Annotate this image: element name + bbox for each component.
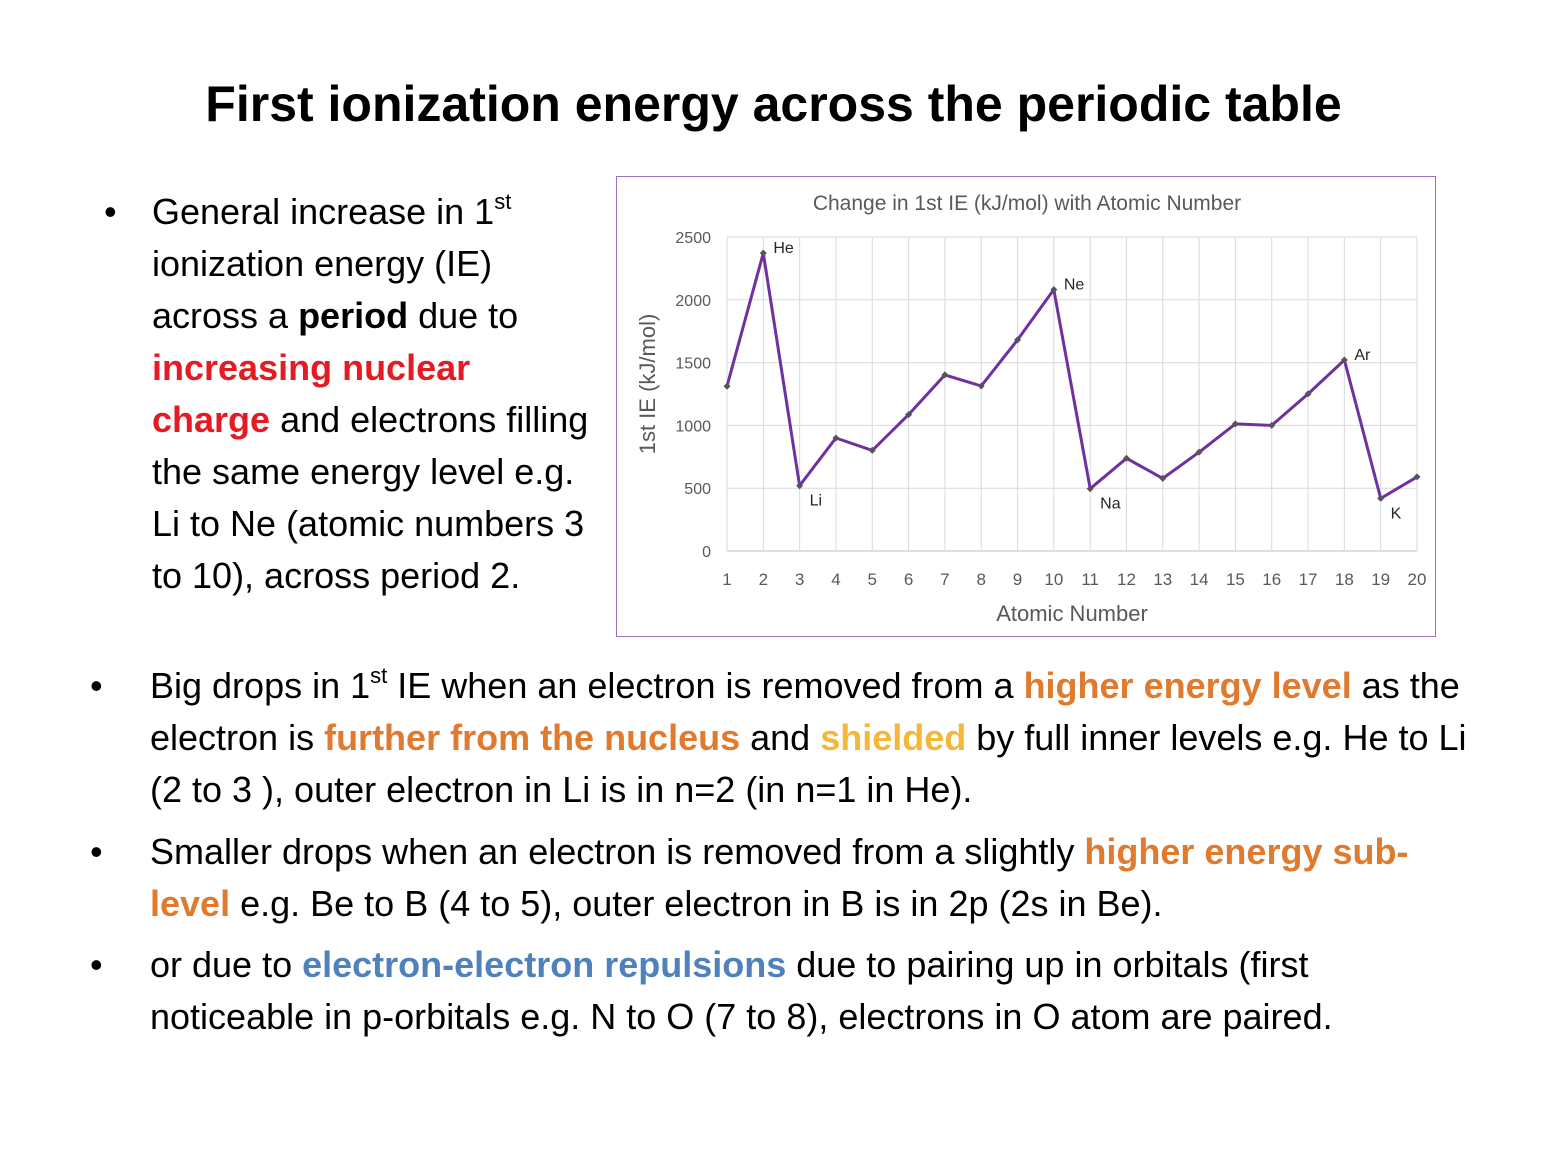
bullet-segment: IE when an electron is removed from a — [387, 665, 1024, 706]
data-point-marker — [1195, 448, 1203, 456]
data-point-marker — [1413, 473, 1421, 481]
x-tick-label: 3 — [795, 570, 804, 589]
data-point-marker — [1304, 390, 1312, 398]
x-tick-label: 16 — [1262, 570, 1281, 589]
bullet-text-big-drops: Big drops in 1st IE when an electron is … — [150, 660, 1480, 816]
data-point-marker — [868, 446, 876, 454]
data-point-marker — [1340, 356, 1348, 364]
bullet-text-smaller-drops: Smaller drops when an electron is remove… — [150, 826, 1480, 930]
bullet-segment: ionization energy (IE) across a — [152, 243, 493, 336]
y-tick-label: 1500 — [675, 356, 711, 373]
highlight-orange-text: further from the nucleus — [324, 717, 741, 758]
x-tick-label: 4 — [831, 570, 840, 589]
data-point-label: Na — [1100, 496, 1121, 513]
bullet-segment: and — [740, 717, 821, 758]
data-point-marker — [1086, 485, 1094, 493]
page-title: First ionization energy across the perio… — [205, 76, 1342, 132]
ionization-energy-chart: Change in 1st IE (kJ/mol) with Atomic Nu… — [616, 176, 1436, 637]
x-tick-label: 8 — [976, 570, 985, 589]
x-tick-label: 14 — [1190, 570, 1209, 589]
x-tick-label: 1 — [722, 570, 731, 589]
x-tick-label: 11 — [1081, 570, 1099, 589]
data-point-marker — [1377, 494, 1385, 502]
highlight-blue-text: electron-electron repulsions — [302, 944, 787, 985]
y-tick-label: 2000 — [675, 293, 711, 310]
data-point-marker — [1014, 336, 1022, 344]
x-tick-label: 19 — [1371, 570, 1390, 589]
bullet-dot: • — [90, 944, 103, 985]
data-point-marker — [832, 434, 840, 442]
bullet-segment: due to pairing up in orbitals (first not… — [150, 944, 1333, 1037]
bullet-segment: by full inner levels e.g. He to Li (2 to… — [150, 717, 1467, 810]
bullet-segment: Big drops in 1 — [150, 665, 371, 706]
data-point-marker — [1231, 420, 1239, 428]
highlight-orange-text: higher energy sub-level — [150, 831, 1409, 924]
y-tick-label: 2500 — [675, 230, 711, 247]
bullet-segment: as the electron is — [150, 665, 1460, 758]
x-tick-label: 12 — [1117, 570, 1136, 589]
highlight-red-text: increasing nuclear charge — [152, 347, 471, 440]
highlight-orange-text: higher energy level — [1023, 665, 1352, 706]
bullet-dot: • — [90, 831, 103, 872]
bullet-segment: e.g. Be to B (4 to 5), outer electron in… — [230, 883, 1163, 924]
superscript-text: st — [494, 189, 512, 214]
x-tick-label: 18 — [1335, 570, 1354, 589]
data-point-label: Ne — [1064, 277, 1085, 294]
data-point-label: Ar — [1354, 347, 1371, 364]
data-point-marker — [1268, 421, 1276, 429]
y-tick-label: 1000 — [675, 418, 711, 435]
bullet-segment: General increase in 1 — [152, 191, 495, 232]
bullet-segment: Smaller drops when an electron is remove… — [150, 831, 1085, 872]
y-tick-label: 500 — [684, 481, 711, 498]
y-tick-label: 0 — [702, 544, 711, 561]
bullet-segment: or due to — [150, 944, 303, 985]
data-point-label: Li — [810, 493, 822, 510]
data-point-marker — [941, 371, 949, 379]
x-tick-label: 13 — [1153, 570, 1172, 589]
data-point-marker — [1122, 454, 1130, 462]
data-point-label: He — [773, 240, 794, 257]
data-point-marker — [977, 382, 985, 390]
chart-title: Change in 1st IE (kJ/mol) with Atomic Nu… — [813, 192, 1241, 215]
x-tick-label: 9 — [1013, 570, 1022, 589]
x-tick-label: 17 — [1299, 570, 1318, 589]
data-point-marker — [759, 249, 767, 257]
data-point-marker — [905, 411, 913, 419]
line-chart-svg: Change in 1st IE (kJ/mol) with Atomic Nu… — [635, 192, 1427, 626]
data-point-label: K — [1391, 505, 1402, 522]
superscript-text: st — [370, 663, 388, 688]
highlight-yellow-text: shielded — [820, 717, 967, 758]
data-point-marker — [796, 482, 804, 490]
x-tick-label: 15 — [1226, 570, 1245, 589]
x-tick-label: 2 — [759, 570, 768, 589]
bullet-dot: • — [104, 191, 117, 232]
data-point-marker — [723, 382, 731, 390]
x-tick-label: 5 — [868, 570, 877, 589]
bullet-dot: • — [90, 665, 103, 706]
bullet-text-increase: General increase in 1st ionization energ… — [152, 186, 592, 602]
x-axis-label: Atomic Number — [996, 601, 1148, 626]
x-tick-label: 6 — [904, 570, 913, 589]
bullet-segment: due to — [408, 295, 519, 336]
data-point-marker — [1050, 286, 1058, 294]
bullet-segment: and electrons filling the same energy le… — [152, 399, 589, 596]
x-tick-label: 7 — [940, 570, 949, 589]
bullet-segment: period — [298, 295, 409, 336]
bullet-text-repulsions: or due to electron-electron repulsions d… — [150, 939, 1480, 1043]
series-line — [725, 251, 1418, 500]
x-tick-label: 10 — [1044, 570, 1063, 589]
y-axis-label: 1st IE (kJ/mol) — [635, 314, 660, 455]
x-tick-label: 20 — [1408, 570, 1427, 589]
data-point-marker — [1159, 474, 1167, 482]
